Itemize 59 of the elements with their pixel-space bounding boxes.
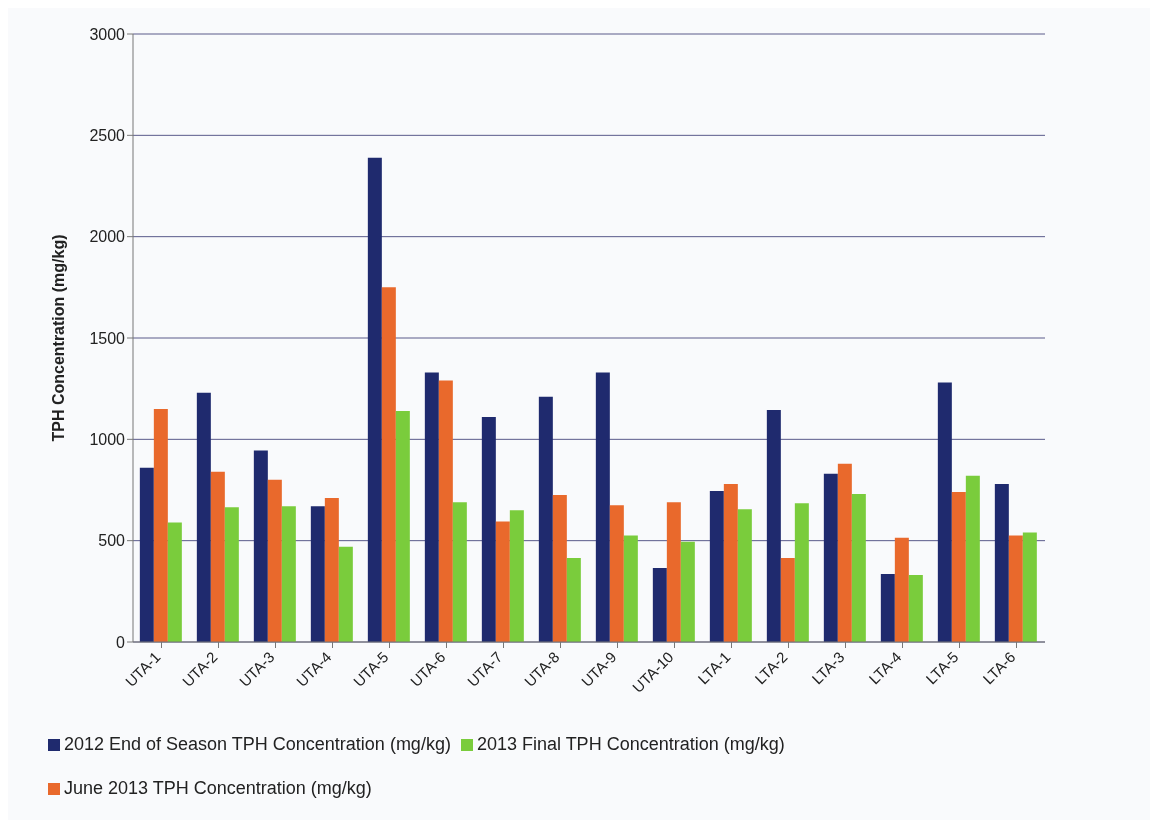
bar <box>1022 532 1037 642</box>
bar <box>167 522 182 642</box>
bar <box>851 494 866 642</box>
legend-label: 2013 Final TPH Concentration (mg/kg) <box>476 734 785 754</box>
bar <box>652 568 667 642</box>
bar <box>267 479 282 642</box>
bar <box>481 417 496 642</box>
bar <box>937 382 952 642</box>
bar <box>324 498 339 642</box>
bar <box>766 409 781 642</box>
bar <box>908 575 923 642</box>
bar <box>666 502 681 642</box>
bar <box>552 495 567 642</box>
y-tick-label: 0 <box>116 633 126 651</box>
bar <box>623 535 638 642</box>
bar <box>338 546 353 642</box>
y-axis-title: TPH Concentration (mg/kg) <box>49 234 67 442</box>
bar <box>823 473 838 642</box>
bar <box>224 507 239 642</box>
legend-label: June 2013 TPH Concentration (mg/kg) <box>64 778 372 798</box>
bar <box>951 492 966 642</box>
bar <box>395 410 410 642</box>
bar <box>310 506 325 642</box>
bar <box>139 467 154 642</box>
bar <box>680 541 695 642</box>
y-tick-label: 3000 <box>89 25 126 43</box>
bar <box>196 392 211 642</box>
y-tick-label: 1500 <box>89 329 126 347</box>
bar <box>495 521 510 642</box>
bar <box>367 157 382 642</box>
bar <box>210 471 225 642</box>
bar <box>994 483 1009 642</box>
y-tick-label: 2000 <box>89 228 126 246</box>
bar <box>281 506 296 642</box>
bar <box>509 510 524 642</box>
y-tick-label: 500 <box>98 532 126 550</box>
y-tick-label: 1000 <box>89 431 126 449</box>
bar <box>438 380 453 642</box>
bar <box>538 396 553 642</box>
bar <box>253 450 268 642</box>
bar <box>1008 535 1023 642</box>
bar <box>723 483 738 642</box>
bar <box>424 372 439 642</box>
legend-label: 2012 End of Season TPH Concentration (mg/kg) <box>64 734 451 754</box>
bar <box>780 557 795 642</box>
bar <box>452 502 467 642</box>
bar <box>153 408 168 642</box>
bar <box>381 287 396 642</box>
bar <box>794 503 809 642</box>
bar <box>609 505 624 642</box>
bar <box>566 557 581 642</box>
bar <box>595 372 610 642</box>
y-tick-label: 2500 <box>89 127 126 145</box>
bar <box>880 574 895 642</box>
bar <box>965 475 980 642</box>
bar <box>709 491 724 642</box>
bar <box>737 509 752 642</box>
bar <box>837 463 852 642</box>
bar <box>894 537 909 642</box>
